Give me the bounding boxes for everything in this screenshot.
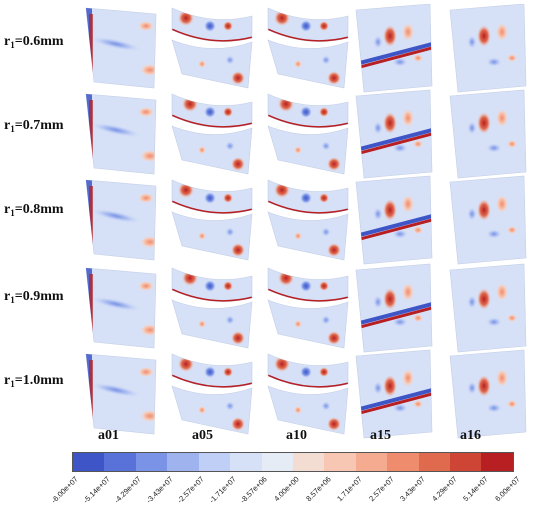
colorbar-swatch-1	[104, 453, 136, 471]
panel-r4-c1	[85, 267, 157, 349]
colorbar-tick-label: 2.57e+07	[366, 474, 396, 504]
colorbar-tick-label: -8.57e+06	[238, 474, 270, 505]
column-label-a10: a10	[286, 428, 307, 443]
panel-r4-c4	[355, 263, 433, 353]
colorbar-tick-label: -4.29e+07	[112, 474, 143, 505]
panel-r2-c4	[355, 89, 433, 179]
colorbar-swatch-3	[167, 453, 199, 471]
colorbar-swatch-2	[135, 453, 168, 471]
colorbar-tick-label: -6.00e+07	[49, 474, 80, 505]
panel-r3-c5	[449, 175, 527, 265]
panel-r4-c2	[171, 267, 253, 349]
colorbar-tick-label: -2.57e+07	[175, 474, 207, 505]
colorbar-tick-label: 6.00e+07	[493, 474, 522, 504]
panel-r1-c2	[171, 7, 253, 89]
colorbar-tick-label: -5.14e+07	[80, 474, 112, 505]
panel-r3-c3	[267, 179, 349, 261]
colorbar-tick-label: -1.71e+07	[207, 474, 238, 505]
panel-r2-c1	[85, 93, 157, 175]
panel-r5-c2	[171, 353, 253, 435]
colorbar-scale	[72, 452, 514, 472]
colorbar: -6.00e+07 -5.14e+07 -4.29e+07 -3.43e+07 -2.5…	[49, 452, 522, 526]
row-label-4: r1=0.9mm	[4, 289, 64, 305]
column-label-a16: a16	[460, 428, 481, 443]
colorbar-tick-label: 3.43e+07	[398, 474, 428, 504]
panel-r2-c2	[171, 93, 253, 175]
colorbar-tick-label: 4.00e+00	[272, 474, 301, 504]
colorbar-tick-label: 5.14e+07	[461, 474, 491, 504]
panel-r3-c4	[355, 175, 433, 265]
panel-r4-c3	[267, 267, 349, 349]
contour-plot-grid	[85, 4, 527, 439]
panel-r1-c5	[449, 4, 527, 93]
colorbar-swatch-4	[198, 453, 231, 471]
colorbar-swatch-5	[230, 453, 262, 471]
colorbar-swatch-7	[292, 453, 325, 471]
colorbar-swatch-9	[355, 453, 388, 471]
panel-r1-c3	[267, 7, 349, 89]
panel-r5-c3	[267, 353, 349, 435]
panel-r5-c4	[355, 349, 433, 439]
colorbar-tick-label: -3.43e+07	[144, 474, 175, 505]
colorbar-tick-label: 4.29e+07	[429, 474, 459, 504]
panel-r5-c5	[449, 349, 527, 439]
panel-r2-c5	[449, 89, 527, 179]
row-label-1: r1=0.6mm	[4, 34, 64, 50]
colorbar-swatch-12	[450, 453, 482, 471]
panel-r2-c3	[267, 93, 349, 175]
column-label-a01: a01	[98, 428, 119, 443]
colorbar-tick-label: 8.57e+06	[303, 474, 333, 504]
colorbar-swatch-6	[261, 453, 293, 471]
colorbar-swatch-13	[481, 453, 513, 471]
column-label-a05: a05	[192, 428, 213, 443]
row-label-5: r1=1.0mm	[4, 373, 64, 389]
colorbar-swatch-11	[418, 453, 451, 471]
colorbar-swatch-10	[387, 453, 419, 471]
panel-r3-c2	[171, 179, 253, 261]
panel-r3-c1	[85, 179, 157, 261]
colorbar-swatch-0	[73, 453, 105, 471]
column-label-a15: a15	[370, 428, 391, 443]
panel-r1-c4	[355, 4, 433, 93]
row-label-3: r1=0.8mm	[4, 202, 64, 218]
row-label-2: r1=0.7mm	[4, 118, 64, 134]
panel-r4-c5	[449, 263, 527, 353]
panel-r5-c1	[85, 353, 157, 435]
colorbar-ticks: -6.00e+07 -5.14e+07 -4.29e+07 -3.43e+07 -2.5…	[49, 472, 521, 526]
colorbar-tick-label: 1.71e+07	[335, 474, 364, 504]
panel-r1-c1	[85, 7, 157, 89]
colorbar-swatch-8	[324, 453, 356, 471]
